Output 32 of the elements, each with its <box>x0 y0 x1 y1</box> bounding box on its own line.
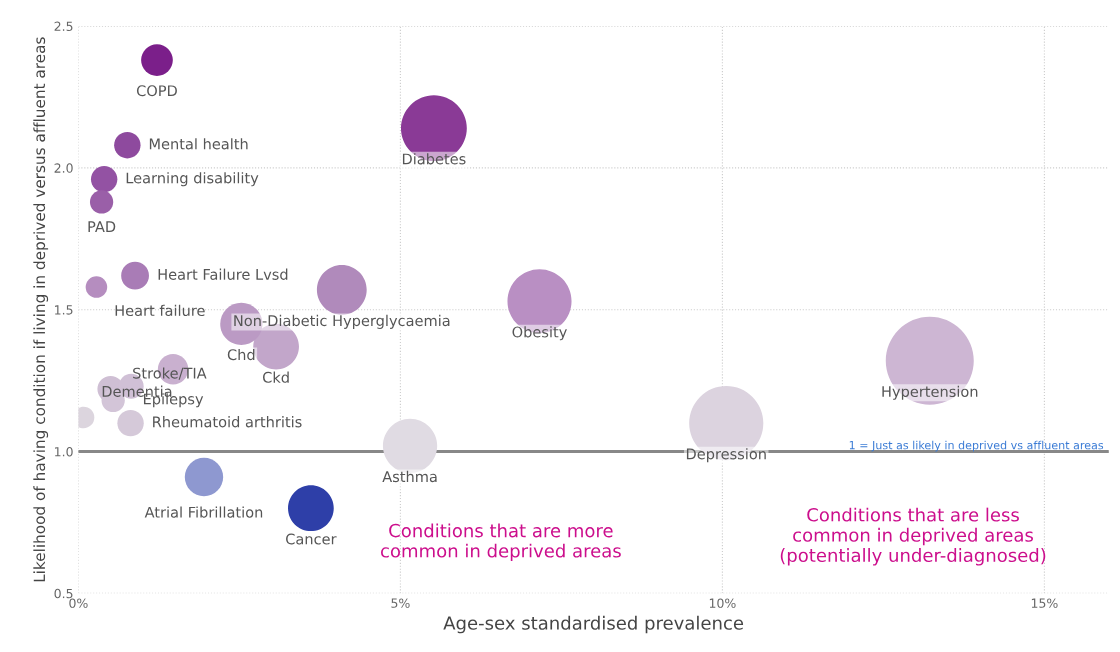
annotation: Conditions that are more common in deprived areas <box>381 523 621 562</box>
annotation: Conditions that are less common in deprived areas (potentially under-diagnosed) <box>780 507 1046 566</box>
annotation: Heart failure <box>115 304 205 317</box>
annotation: Rheumatoid arthritis <box>153 416 302 428</box>
y-tick-label: 2.5 <box>54 21 73 32</box>
annotation: Mental health <box>149 138 248 150</box>
annotation: Obesity <box>512 326 567 341</box>
annotation: Ckd <box>262 371 289 383</box>
y-axis-title: Likelihood of having condition if living in deprived versus affluent areas <box>33 37 49 582</box>
annotation: Diabetes <box>402 153 466 165</box>
annotation: Heart Failure Lvsd <box>158 268 288 280</box>
annotation: Asthma <box>382 470 437 483</box>
annotation: PAD <box>88 221 116 232</box>
y-tick-label: 1.0 <box>55 446 73 457</box>
annotation: Learning disability <box>126 172 259 187</box>
x-tick-label: 5% <box>391 598 410 608</box>
annotation: Chd <box>227 348 255 361</box>
y-tick-label: 1.5 <box>55 305 73 315</box>
annotation: Hypertension <box>882 385 978 400</box>
y-tick-label: 2.0 <box>54 163 73 173</box>
x-tick-label: 10% <box>709 598 736 608</box>
annotation: COPD <box>136 85 177 97</box>
annotation: Non-Diabetic Hyperglycaemia <box>234 314 450 329</box>
annotation: Atrial Fibrillation <box>144 506 263 518</box>
x-tick-label: 15% <box>1031 598 1058 608</box>
ref-line-label: 1 = Just as likely in deprived vs affluent areas <box>849 440 1104 452</box>
x-tick-label: 0% <box>69 598 88 608</box>
annotation: Depression <box>686 448 766 463</box>
annotation: Cancer <box>286 533 337 545</box>
annotation: Stroke/TIA <box>133 367 207 380</box>
y-tick-label: 0.5 <box>54 588 73 599</box>
x-axis-title: Age-sex standardised prevalence <box>443 615 744 634</box>
